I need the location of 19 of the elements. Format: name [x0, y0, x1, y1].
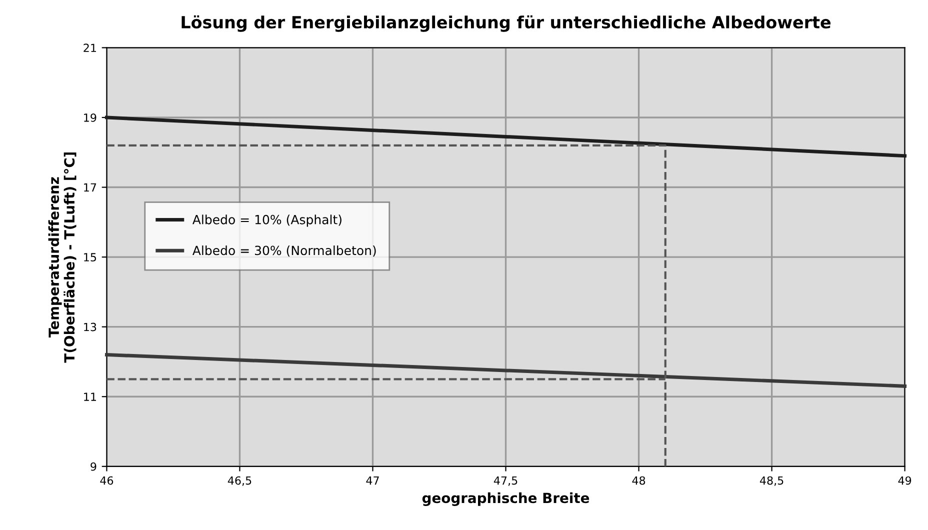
y-tick-label: 9	[90, 462, 96, 471]
x-tick-label: 47	[366, 476, 379, 485]
chart-title: Lösung der Energiebilanzgleichung für unterschiedliche Albedowerte	[182, 15, 831, 32]
y-tick-label: 21	[84, 44, 96, 52]
y-tick-label: 11	[84, 392, 96, 401]
x-tick-label: 47,5	[494, 476, 518, 486]
y-tick-label: 15	[84, 253, 96, 262]
legend-label: Albedo = 30% (Normalbeton)	[192, 245, 376, 257]
y-tick-label: 19	[84, 113, 96, 122]
x-tick-label: 46,5	[228, 476, 252, 486]
x-axis-title: geographische Breite	[422, 492, 590, 506]
y-axis-title: Temperaturdifferenz T(Oberfläche) - T(Luft) [°C]	[48, 152, 76, 363]
x-tick-label: 46	[100, 476, 114, 485]
x-tick-label: 48,5	[760, 476, 784, 486]
legend-label: Albedo = 10% (Asphalt)	[192, 214, 342, 227]
x-tick-label: 48	[632, 476, 646, 485]
x-tick-label: 49	[898, 476, 912, 485]
y-tick-label: 13	[84, 322, 96, 332]
y-tick-label: 17	[84, 183, 96, 192]
